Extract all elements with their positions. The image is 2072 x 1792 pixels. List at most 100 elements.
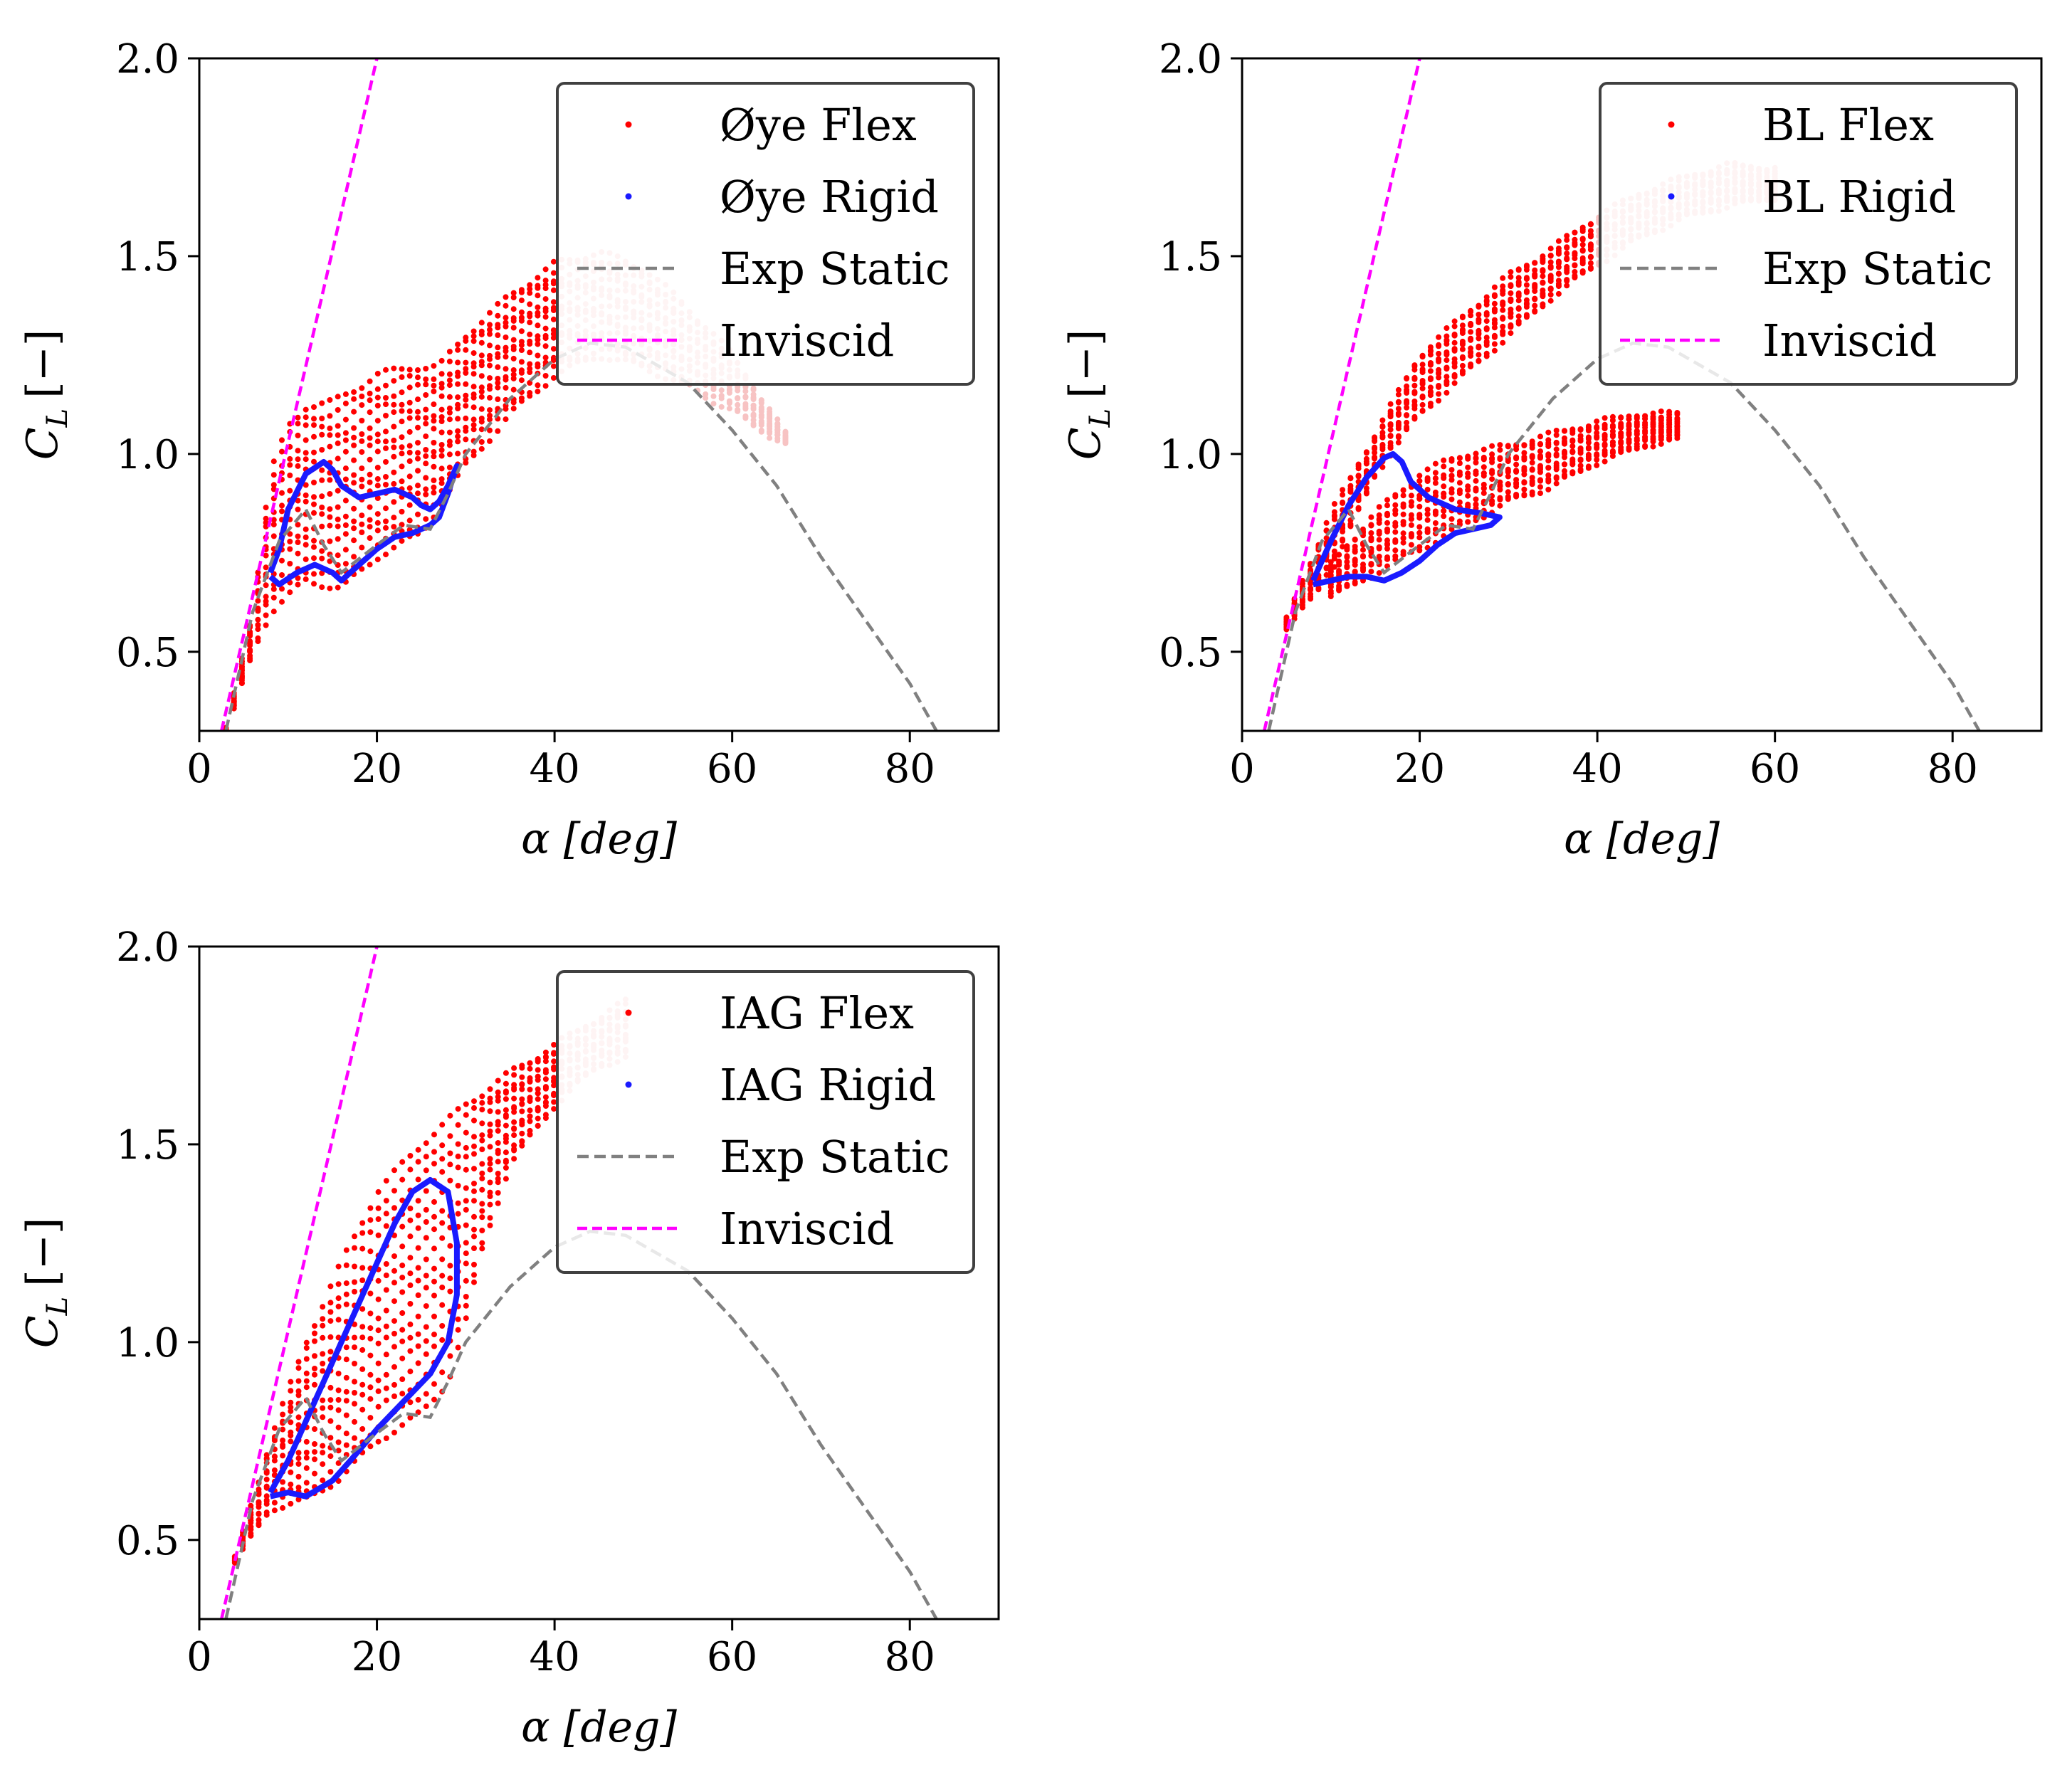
flex-point: [342, 531, 349, 537]
flex-point: [383, 438, 389, 445]
flex-point: [255, 605, 261, 611]
flex-point: [406, 517, 413, 524]
flex-point: [1456, 469, 1463, 475]
flex-point: [1331, 509, 1337, 515]
x-tick-label: 60: [707, 746, 757, 792]
flex-point: [471, 1213, 477, 1220]
flex-point: [1392, 502, 1399, 508]
flex-point: [319, 505, 325, 510]
flex-point: [463, 1154, 469, 1160]
flex-point: [750, 413, 757, 419]
flex-point: [447, 1177, 453, 1184]
flex-point: [343, 1374, 349, 1381]
flex-point: [439, 1302, 446, 1308]
flex-point: [327, 413, 333, 419]
flex-point: [527, 338, 533, 344]
flex-point: [1308, 596, 1314, 602]
flex-point: [542, 282, 549, 288]
flex-point: [406, 408, 413, 414]
flex-point: [295, 550, 301, 557]
flex-point: [535, 1090, 541, 1097]
flex-point: [342, 448, 349, 455]
flex-point: [1392, 554, 1399, 559]
flex-point: [263, 1498, 270, 1504]
flex-point: [295, 1392, 302, 1398]
flex-point: [327, 514, 333, 520]
flex-point: [487, 1215, 493, 1221]
flex-point: [1395, 439, 1402, 446]
flex-point: [319, 447, 325, 453]
flex-point: [295, 1455, 302, 1462]
flex-point: [487, 342, 493, 349]
flex-point: [375, 1388, 382, 1394]
legend-marker-rigid: [625, 1081, 632, 1088]
y-tick-label: 1.5: [116, 1122, 179, 1169]
flex-point: [447, 1243, 453, 1249]
flex-point: [287, 538, 293, 544]
flex-point: [1515, 305, 1522, 311]
flex-point: [374, 394, 381, 401]
flex-point: [1579, 259, 1586, 265]
flex-point: [1360, 553, 1366, 559]
flex-point: [359, 512, 365, 519]
flex-point: [1650, 416, 1656, 423]
flex-point: [431, 401, 437, 408]
flex-point: [311, 510, 317, 516]
flex-point: [352, 1279, 357, 1285]
flex-point: [270, 517, 277, 523]
flex-point: [710, 401, 717, 407]
flex-point: [1602, 448, 1608, 454]
flex-point: [311, 571, 317, 577]
flex-point: [391, 444, 397, 450]
flex-point: [399, 1327, 406, 1333]
flex-point: [1473, 485, 1479, 492]
flex-point: [1572, 241, 1578, 248]
flex-point: [463, 347, 469, 353]
flex-point: [399, 508, 405, 515]
flex-point: [495, 1094, 501, 1100]
flex-point: [1459, 313, 1466, 320]
flex-point: [343, 1430, 349, 1437]
flex-point: [391, 1330, 397, 1337]
flex-point: [431, 449, 437, 455]
flex-point: [782, 428, 789, 435]
flex-point: [1387, 421, 1394, 427]
flex-point: [1476, 343, 1482, 349]
flex-point: [1609, 433, 1616, 440]
flex-point: [1355, 463, 1362, 469]
x-tick-label: 80: [885, 746, 935, 792]
flex-point: [1532, 302, 1538, 309]
flex-point: [1473, 502, 1479, 508]
legend-box: [556, 970, 975, 1274]
flex-point: [471, 1233, 477, 1240]
flex-point: [439, 1272, 446, 1279]
flex-point: [263, 520, 269, 526]
y-axis-label-main: C: [1061, 427, 1110, 460]
flex-point: [1618, 421, 1624, 427]
flex-point: [1572, 236, 1578, 243]
flex-point: [1650, 436, 1656, 443]
flex-point: [782, 435, 789, 441]
flex-point: [1577, 463, 1584, 469]
flex-point: [438, 406, 445, 413]
flex-point: [1424, 507, 1431, 513]
flex-point: [1602, 452, 1608, 458]
flex-point: [367, 1371, 374, 1378]
flex-point: [1481, 470, 1487, 477]
flex-point: [742, 388, 749, 394]
flex-point: [1376, 512, 1382, 518]
flex-point: [288, 1404, 294, 1411]
flex-point: [535, 1122, 541, 1129]
flex-point: [1419, 362, 1426, 368]
flex-point: [478, 426, 485, 433]
flex-point: [1432, 489, 1439, 495]
flex-point: [1376, 504, 1382, 510]
flex-point: [383, 505, 389, 512]
flex-point: [1508, 269, 1514, 275]
flex-point: [438, 429, 445, 436]
flex-point: [342, 430, 349, 436]
legend-label: Exp Static: [1762, 243, 1992, 295]
flex-point: [535, 341, 541, 347]
flex-point: [256, 1511, 262, 1517]
